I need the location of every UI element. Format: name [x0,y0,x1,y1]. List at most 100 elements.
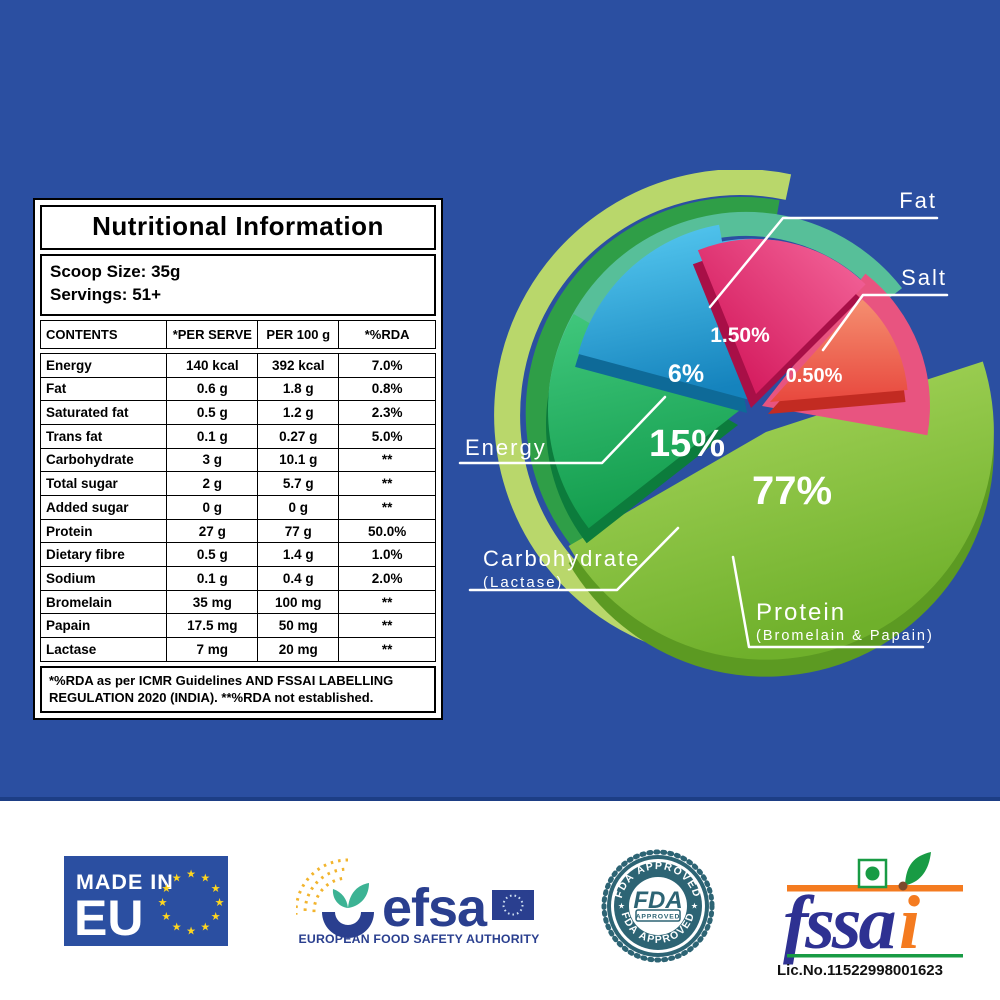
per-serve-cell: 0 g [166,495,259,520]
nutrition-facts-panel: Nutritional Information Scoop Size: 35g … [33,198,443,721]
col-header-rda: *%RDA [338,319,436,349]
protein-value: 77% [752,469,832,513]
eu-star-icon: ★ [172,872,182,884]
eu-text: EU [74,890,143,946]
nutrient-name-cell: Saturated fat [39,400,168,425]
nutrient-name-cell: Bromelain [39,589,168,615]
fda-seal-scallop-edge [601,849,715,963]
fda-approved-text: APPROVED [636,914,681,921]
table-row: Sodium 0.1 g 0.4 g 2.0% [39,566,436,591]
per-serve-cell: 7 mg [166,637,259,662]
per-100g-cell: 1.8 g [257,376,340,402]
eu-star-icon: ★ [161,883,171,895]
fssai-leaf-seed-icon [898,881,908,891]
per-100g-cell: 20 mg [257,637,340,662]
per-100g-cell: 0.27 g [257,423,340,449]
scoop-size: Scoop Size: 35g [50,262,181,281]
carbohydrate-callout-line [468,526,680,592]
energy-label: Energy [465,435,547,460]
per-serve-cell: 17.5 mg [166,613,259,639]
nutrition-table-title: Nutritional Information [40,205,436,250]
fda-approved-seal: FDA APPROVED FDA APPROVED ★ ★ FDA APPROV… [601,849,715,963]
fssai-green-dot-icon [865,866,880,881]
per-100g-cell: 1.4 g [257,542,340,568]
eu-star-icon: ★ [200,922,210,934]
rda-cell: ** [338,471,436,496]
eu-star-icon: ★ [186,869,196,881]
per-serve-cell: 0.5 g [166,400,259,425]
nutrient-name-cell: Dietary fibre [39,542,168,568]
eu-star-icon: ★ [200,872,210,884]
efsa-bowl-icon [322,912,374,938]
fssai-wordmark-fssa: fssa [783,881,895,965]
table-row: Total sugar 2 g 5.7 g ** [39,471,436,496]
table-row: Saturated fat 0.5 g 1.2 g 2.3% [39,400,436,425]
fda-ring-star-left-icon: ★ [618,902,625,911]
nutrient-name-cell: Energy [39,352,168,378]
efsa-subtitle: EUROPEAN FOOD SAFETY AUTHORITY [298,932,539,946]
table-row: Carbohydrate 3 g 10.1 g ** [39,447,436,473]
eu-stars-circle: ★ ★ ★ ★ ★ ★ ★ ★ ★ ★ ★ ★ [158,869,225,938]
nutrition-pie-chart: Fat Salt Energy Carbohydrate (Lactase) P… [458,170,994,677]
eu-star-icon: ★ [215,897,225,909]
per-serve-cell: 0.5 g [166,542,259,568]
table-row: Lactase 7 mg 20 mg ** [39,637,436,662]
per-100g-cell: 100 mg [257,589,340,615]
per-serve-cell: 0.6 g [166,376,259,402]
nutrient-name-cell: Lactase [39,637,168,662]
nutrient-name-cell: Papain [39,613,168,639]
rda-cell: ** [338,495,436,520]
salt-value: 0.50% [786,365,843,387]
per-100g-cell: 10.1 g [257,447,340,473]
fssai-logo: fssa i Lic.No.11522998001623 [777,852,963,979]
rda-cell: ** [338,637,436,662]
nutrient-name-cell: Protein [39,518,168,544]
per-serve-cell: 140 kcal [166,352,259,378]
fda-ring-star-right-icon: ★ [691,902,698,911]
energy-callout-line [458,395,667,465]
rda-cell: 1.0% [338,542,436,568]
fat-value: 1.50% [710,324,770,347]
nutrient-name-cell: Carbohydrate [39,447,168,473]
fssai-green-square-icon [857,858,888,889]
col-header-per-serve: *PER SERVE [166,319,259,349]
rda-cell: ** [338,613,436,639]
fat-label: Fat [899,188,937,213]
footnote-line1: *%RDA as per ICMR Guidelines AND FSSAI L… [49,672,394,688]
eu-star-icon: ★ [161,911,171,923]
pie-slice-protein [568,361,994,660]
salt-callout-line [821,293,949,352]
per-100g-cell: 0.4 g [257,566,340,591]
eu-star-icon: ★ [186,926,196,938]
efsa-leaves-icon [332,883,369,908]
carbohydrate-sublabel: (Lactase) [483,574,564,591]
fssai-green-line [787,954,963,958]
energy-value: 6% [668,360,704,388]
fat-callout-line [708,216,939,309]
nutrition-table-header: CONTENTS *PER SERVE PER 100 g *%RDA [39,319,436,349]
pie-slice-fat [697,239,866,394]
per-100g-cell: 392 kcal [257,352,340,378]
eu-star-icon: ★ [211,911,221,923]
col-header-per-100g: PER 100 g [257,319,340,349]
col-header-contents: CONTENTS [39,319,168,349]
eu-star-icon: ★ [172,922,182,934]
fssai-license-number: Lic.No.11522998001623 [777,962,943,979]
protein-callout-line [731,555,925,649]
table-row: Bromelain 35 mg 100 mg ** [39,589,436,615]
table-row: Fat 0.6 g 1.8 g 0.8% [39,376,436,402]
protein-label: Protein [756,599,846,626]
made-in-eu-logo: MADE IN EU ★ ★ ★ ★ ★ ★ ★ ★ ★ ★ ★ ★ [64,856,228,946]
per-100g-cell: 0 g [257,495,340,520]
eu-star-icon: ★ [211,883,221,895]
nutrient-name-cell: Added sugar [39,495,168,520]
nutrient-name-cell: Fat [39,376,168,402]
rda-cell: 0.8% [338,376,436,402]
per-serve-cell: 27 g [166,518,259,544]
protein-sublabel: (Bromelain & Papain) [756,628,934,644]
table-row: Papain 17.5 mg 50 mg ** [39,613,436,639]
blue-panel-bottom-edge [0,797,1000,801]
rda-cell: 7.0% [338,352,436,378]
